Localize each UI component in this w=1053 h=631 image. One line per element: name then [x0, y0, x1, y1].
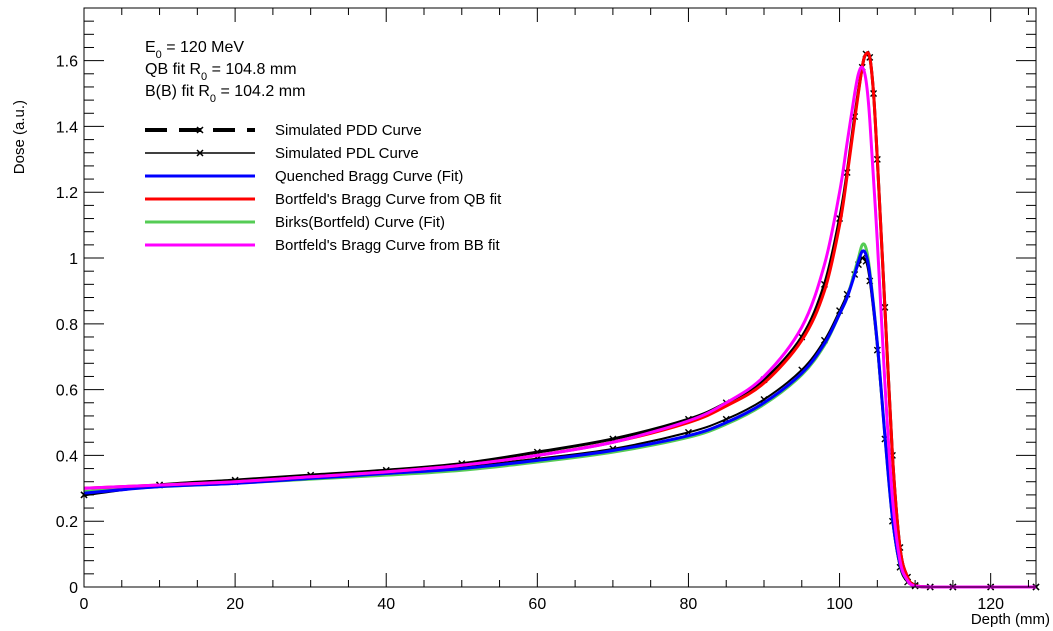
legend-entry: Birks(Bortfeld) Curve (Fit)	[145, 214, 445, 231]
legend-marker	[196, 126, 204, 134]
legend-label: Bortfeld's Bragg Curve from BB fit	[275, 237, 500, 254]
y-tick-label: 1.2	[56, 185, 78, 202]
legend-label: Simulated PDL Curve	[275, 145, 419, 162]
legend-entry: Bortfeld's Bragg Curve from QB fit	[145, 191, 502, 208]
y-tick-label: 0.4	[56, 448, 78, 465]
y-tick-label: 0	[69, 580, 78, 597]
annotation-bb-fit: B(B) fit R0 = 104.2 mm	[145, 83, 305, 105]
y-axis-title: Dose (a.u.)	[11, 100, 28, 174]
legend-entry: Simulated PDD Curve	[145, 122, 422, 139]
curves-layer	[80, 50, 1040, 591]
y-tick-label: 1.4	[56, 119, 78, 136]
fit-annotations: E0 = 120 MeV QB fit R0 = 104.8 mm B(B) f…	[145, 39, 305, 105]
x-tick-label: 20	[226, 596, 244, 613]
legend-label: Quenched Bragg Curve (Fit)	[275, 168, 463, 185]
legend-entry: Quenched Bragg Curve (Fit)	[145, 168, 463, 185]
x-axis-title: Depth (mm)	[971, 611, 1050, 628]
legend: Simulated PDD Curve Simulated PDL Curve Qu…	[145, 122, 502, 254]
annotation-qb-fit: QB fit R0 = 104.8 mm	[145, 61, 297, 83]
legend-marker	[196, 149, 204, 157]
y-tick-label: 0.8	[56, 317, 78, 334]
x-tick-label: 40	[377, 596, 395, 613]
x-tick-label: 100	[826, 596, 853, 613]
x-tick-label: 80	[680, 596, 698, 613]
y-tick-label: 0.6	[56, 383, 78, 400]
legend-label: Birks(Bortfeld) Curve (Fit)	[275, 214, 445, 231]
series-5	[83, 65, 1036, 589]
legend-label: Simulated PDD Curve	[275, 122, 422, 139]
axis-ticks	[83, 7, 1036, 588]
legend-label: Bortfeld's Bragg Curve from QB fit	[275, 191, 502, 208]
x-tick-label: 0	[80, 596, 89, 613]
y-tick-label: 0.2	[56, 514, 78, 531]
y-tick-label: 1	[69, 251, 78, 268]
x-tick-label: 60	[528, 596, 546, 613]
series-line	[83, 65, 1036, 589]
x-tick-label: 120	[977, 596, 1004, 613]
legend-entry: Bortfeld's Bragg Curve from BB fit	[145, 237, 500, 254]
legend-entry: Simulated PDL Curve	[145, 145, 419, 162]
axis-tick-labels: 0 20 40 60 80 100 120 0 0.2 0.4 0.6 0.8 1 1.2 1.4 1.6	[56, 54, 1004, 613]
annotation-energy: E0 = 120 MeV	[145, 39, 244, 61]
y-tick-label: 1.6	[56, 54, 78, 71]
